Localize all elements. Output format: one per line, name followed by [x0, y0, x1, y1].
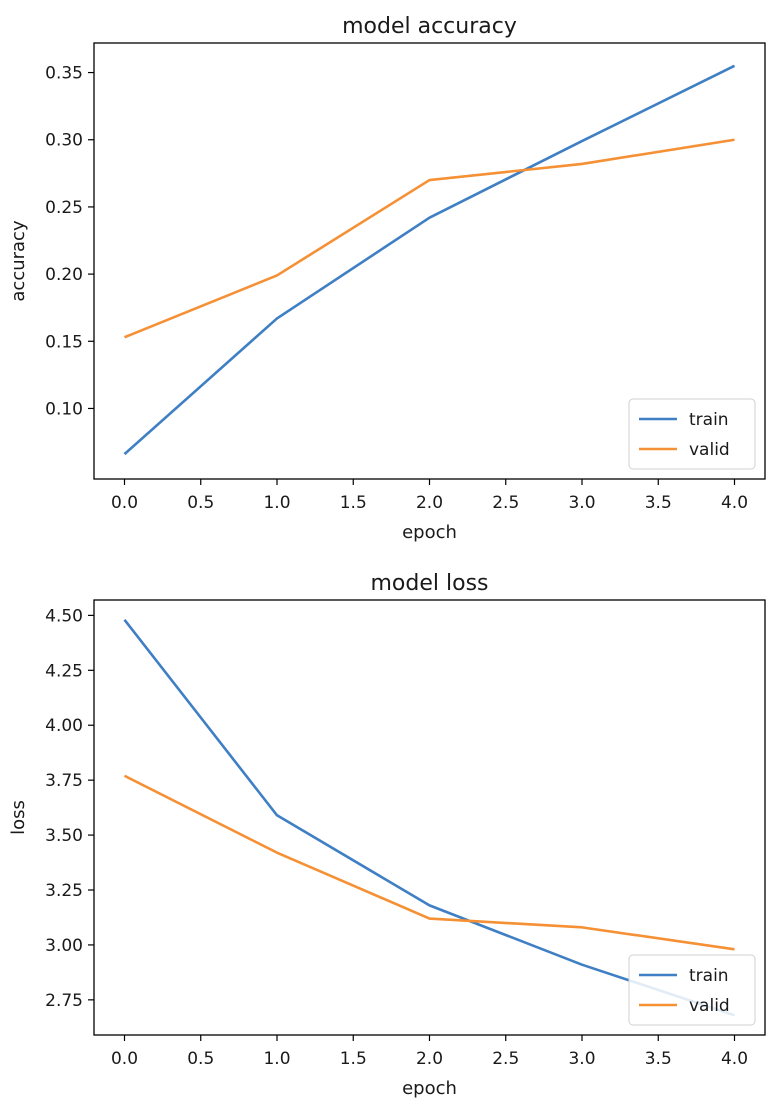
loss-ytick-label: 3.25 [45, 881, 83, 901]
loss-ytick-label: 3.00 [45, 936, 83, 956]
accuracy-ytick-label: 0.25 [45, 198, 83, 218]
loss-series-valid-line [123, 774, 735, 951]
loss-xtick-label: 4.0 [721, 1049, 748, 1069]
loss-ytick-label: 4.25 [45, 661, 83, 681]
loss-ytick-label: 2.75 [45, 991, 83, 1011]
accuracy-xtick-label: 1.0 [263, 493, 290, 513]
accuracy-legend-label-valid: valid [689, 440, 730, 460]
accuracy-y-axis-label: accuracy [8, 220, 29, 302]
loss-xtick-label: 3.5 [645, 1049, 672, 1069]
loss-xtick-label: 0.0 [111, 1049, 138, 1069]
accuracy-xtick-label: 3.5 [645, 493, 672, 513]
accuracy-xtick-label: 4.0 [721, 493, 748, 513]
accuracy-xtick-label: 0.0 [111, 493, 138, 513]
loss-xtick-label: 1.5 [340, 1049, 367, 1069]
accuracy-ytick-label: 0.35 [45, 64, 83, 84]
accuracy-xtick-label: 2.5 [492, 493, 519, 513]
accuracy-ytick-label: 0.15 [45, 332, 83, 352]
accuracy-series-valid-line [124, 138, 735, 339]
loss-ytick-label: 4.00 [45, 716, 83, 736]
loss-xtick-label: 2.5 [492, 1049, 519, 1069]
loss-ytick-label: 4.50 [45, 606, 83, 626]
loss-y-axis-label: loss [8, 800, 29, 835]
accuracy-legend-box [628, 398, 756, 470]
loss-ytick-label: 3.50 [45, 826, 83, 846]
accuracy-xtick-label: 0.5 [187, 493, 214, 513]
loss-xtick-label: 3.0 [568, 1049, 595, 1069]
loss-xtick-label: 1.0 [263, 1049, 290, 1069]
accuracy-ytick-label: 0.30 [45, 131, 83, 151]
accuracy-xtick-label: 3.0 [568, 493, 595, 513]
loss-legend-label-train: train [689, 966, 729, 986]
loss-xtick-label: 2.0 [416, 1049, 443, 1069]
loss-xtick-label: 0.5 [187, 1049, 214, 1069]
loss-legend: train valid [628, 954, 756, 1026]
accuracy-chart: model accuracy 0.0 0.5 1.0 1.5 2.0 2.5 3.0 3.5 4.… [8, 14, 766, 543]
loss-legend-box [628, 954, 756, 1026]
accuracy-ytick-label: 0.10 [45, 399, 83, 419]
loss-legend-label-valid: valid [689, 996, 730, 1016]
loss-x-axis-label: epoch [402, 1078, 457, 1099]
loss-ytick-label: 3.75 [45, 771, 83, 791]
accuracy-legend: train valid [628, 398, 756, 470]
accuracy-legend-label-train: train [689, 410, 729, 430]
accuracy-xtick-label: 2.0 [416, 493, 443, 513]
loss-chart: model loss 0.0 0.5 1.0 1.5 2.0 2.5 3.0 3.5 4.0 2.7… [8, 571, 766, 1099]
loss-chart-title: model loss [371, 571, 489, 596]
accuracy-xtick-label: 1.5 [340, 493, 367, 513]
accuracy-series-train-line [123, 64, 736, 456]
accuracy-x-axis-label: epoch [402, 522, 457, 543]
accuracy-chart-title: model accuracy [342, 14, 517, 39]
accuracy-ytick-label: 0.20 [45, 265, 83, 285]
